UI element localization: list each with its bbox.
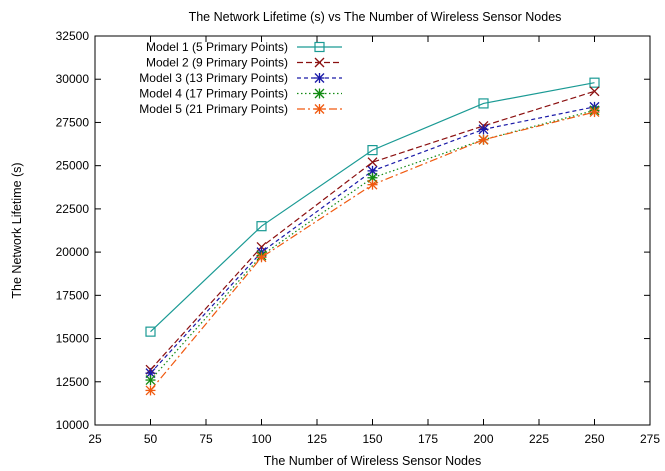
legend-entry: Model 5 (21 Primary Points) [139, 102, 342, 116]
y-axis-title: The Network Lifetime (s) [10, 162, 24, 298]
legend-marker [314, 73, 325, 83]
y-tick-label: 22500 [56, 202, 90, 216]
x-tick-label: 25 [88, 432, 102, 446]
series-line [150, 111, 595, 391]
legend-marker [314, 104, 325, 114]
legend-label: Model 1 (5 Primary Points) [146, 40, 288, 54]
x-tick-label: 175 [418, 432, 438, 446]
data-point-marker [367, 179, 378, 190]
legend-entry: Model 1 (5 Primary Points) [146, 40, 342, 54]
y-tick-label: 20000 [56, 245, 90, 259]
data-point-marker [589, 77, 600, 88]
legend-label: Model 2 (9 Primary Points) [146, 56, 288, 70]
data-point-marker [256, 221, 267, 232]
legend-label: Model 4 (17 Primary Points) [139, 87, 288, 101]
data-point-marker [145, 326, 156, 337]
x-tick-label: 275 [640, 432, 660, 446]
x-tick-label: 150 [362, 432, 382, 446]
axis-ticks: 25 50 75 100 125 150 175 200 225 250 275 10000 12500… [56, 29, 661, 446]
series-line [150, 82, 595, 333]
y-tick-label: 15000 [56, 332, 90, 346]
series-5 [145, 107, 600, 396]
x-tick-label: 225 [529, 432, 549, 446]
legend-entry: Model 4 (17 Primary Points) [139, 87, 342, 101]
x-tick-label: 75 [199, 432, 213, 446]
series-1 [145, 77, 600, 337]
series-3 [145, 101, 600, 379]
legend-label: Model 3 (13 Primary Points) [139, 71, 288, 85]
data-point-marker [367, 157, 378, 168]
y-tick-label: 32500 [56, 29, 90, 43]
series-line [150, 106, 595, 374]
data-point-marker [145, 375, 156, 386]
y-tick-label: 27500 [56, 115, 90, 129]
data-point-marker [589, 107, 600, 118]
series-2 [145, 86, 600, 375]
y-tick-label: 12500 [56, 375, 90, 389]
data-point-marker [367, 145, 378, 156]
x-tick-label: 50 [144, 432, 158, 446]
data-point-marker [145, 385, 156, 396]
chart-title: The Network Lifetime (s) vs The Number o… [189, 10, 562, 24]
y-tick-label: 30000 [56, 72, 90, 86]
legend-entry: Model 3 (13 Primary Points) [139, 71, 342, 85]
data-point-marker [256, 252, 267, 263]
x-tick-label: 100 [251, 432, 271, 446]
data-point-marker [478, 98, 489, 109]
legend-entry: Model 2 (9 Primary Points) [146, 56, 342, 70]
x-axis-title: The Number of Wireless Sensor Nodes [264, 454, 481, 468]
y-tick-label: 25000 [56, 159, 90, 173]
legend-marker [314, 41, 325, 53]
x-tick-label: 200 [473, 432, 493, 446]
data-point-marker [478, 124, 489, 135]
y-tick-label: 10000 [56, 418, 90, 432]
legend-marker [314, 88, 325, 99]
legend-label: Model 5 (21 Primary Points) [139, 102, 288, 116]
series-layer [145, 77, 600, 396]
series-line [150, 90, 595, 371]
data-point-marker [589, 86, 600, 97]
y-tick-label: 17500 [56, 288, 90, 302]
legend-marker [314, 57, 325, 68]
x-tick-label: 250 [584, 432, 604, 446]
legend: Model 1 (5 Primary Points) Model 2 (9 Pri… [139, 40, 342, 116]
series-4 [145, 105, 600, 386]
x-tick-label: 125 [307, 432, 327, 446]
data-point-marker [478, 134, 489, 145]
